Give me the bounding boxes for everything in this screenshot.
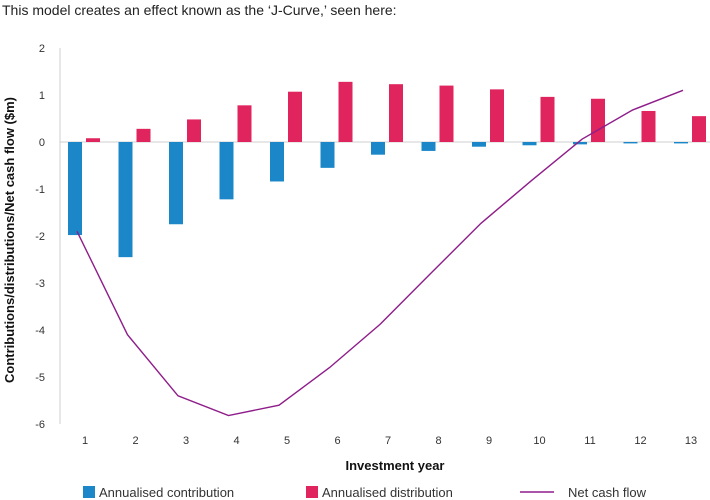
x-tick-label: 13 bbox=[685, 435, 697, 447]
bar-contribution bbox=[573, 142, 587, 145]
x-tick-label: 3 bbox=[183, 435, 189, 447]
y-tick-label: 2 bbox=[39, 43, 45, 55]
bar-contribution bbox=[522, 142, 537, 146]
bar-contribution bbox=[472, 142, 486, 147]
x-tick-label: 8 bbox=[435, 435, 441, 447]
bar-distribution bbox=[187, 119, 201, 142]
y-tick-label: 0 bbox=[39, 137, 45, 149]
bar-contribution bbox=[320, 142, 335, 168]
bar-contribution bbox=[421, 142, 436, 151]
bar-distribution bbox=[136, 128, 151, 142]
x-tick-label: 10 bbox=[533, 435, 545, 447]
x-tick-label: 1 bbox=[82, 435, 88, 447]
bar-contribution bbox=[270, 142, 284, 182]
net-cash-flow-line bbox=[76, 89, 684, 417]
y-tick-label: -5 bbox=[35, 372, 45, 384]
line-group bbox=[76, 89, 684, 417]
y-tick-label: -2 bbox=[35, 231, 45, 243]
bar-distribution bbox=[338, 81, 353, 142]
y-tick-label: -3 bbox=[35, 278, 45, 290]
bar-distribution bbox=[692, 116, 706, 142]
bar-distribution bbox=[540, 96, 555, 142]
bar-group bbox=[68, 81, 706, 258]
legend-swatch bbox=[306, 486, 318, 498]
bar-contribution bbox=[674, 142, 688, 144]
bar-distribution bbox=[389, 84, 403, 142]
x-tick-label: 7 bbox=[385, 435, 391, 447]
y-tick-label: -1 bbox=[35, 184, 45, 196]
x-tick-label: 4 bbox=[233, 435, 239, 447]
x-tick-label: 6 bbox=[334, 435, 340, 447]
y-axis-title: Contributions/distributions/Net cash flo… bbox=[2, 97, 17, 383]
y-tick-label: -4 bbox=[35, 325, 45, 337]
bar-contribution bbox=[169, 142, 183, 225]
bar-contribution bbox=[219, 142, 234, 200]
bar-distribution bbox=[237, 105, 252, 142]
chart-title: This model creates an effect known as th… bbox=[2, 2, 397, 18]
bar-contribution bbox=[118, 142, 133, 258]
y-tick-label: -6 bbox=[35, 419, 45, 431]
bar-contribution bbox=[623, 142, 638, 144]
x-tick-label: 2 bbox=[132, 435, 138, 447]
legend: Annualised contribution Annualised distri… bbox=[83, 485, 647, 500]
legend-label: Annualised contribution bbox=[99, 485, 234, 500]
bar-contribution bbox=[68, 142, 82, 236]
legend-label: Net cash flow bbox=[568, 485, 647, 500]
bar-distribution bbox=[288, 91, 302, 142]
y-tick-label: 1 bbox=[39, 90, 45, 102]
x-axis: 1 2 3 4 5 6 7 8 9 10 11 12 13 bbox=[60, 141, 710, 447]
bar-contribution bbox=[371, 142, 385, 155]
x-axis-title: Investment year bbox=[346, 458, 445, 473]
legend-swatch bbox=[83, 486, 95, 498]
x-tick-label: 12 bbox=[634, 435, 646, 447]
y-axis: 2 1 0 -1 -2 -3 -4 -5 -6 bbox=[35, 43, 61, 431]
legend-label: Annualised distribution bbox=[322, 485, 453, 500]
x-tick-label: 5 bbox=[284, 435, 290, 447]
bar-distribution bbox=[439, 85, 454, 142]
x-tick-label: 11 bbox=[584, 435, 595, 447]
bar-distribution bbox=[86, 138, 100, 142]
x-tick-label: 9 bbox=[486, 435, 492, 447]
bar-distribution bbox=[490, 89, 504, 142]
bar-distribution bbox=[591, 98, 605, 142]
bar-distribution bbox=[641, 110, 656, 142]
